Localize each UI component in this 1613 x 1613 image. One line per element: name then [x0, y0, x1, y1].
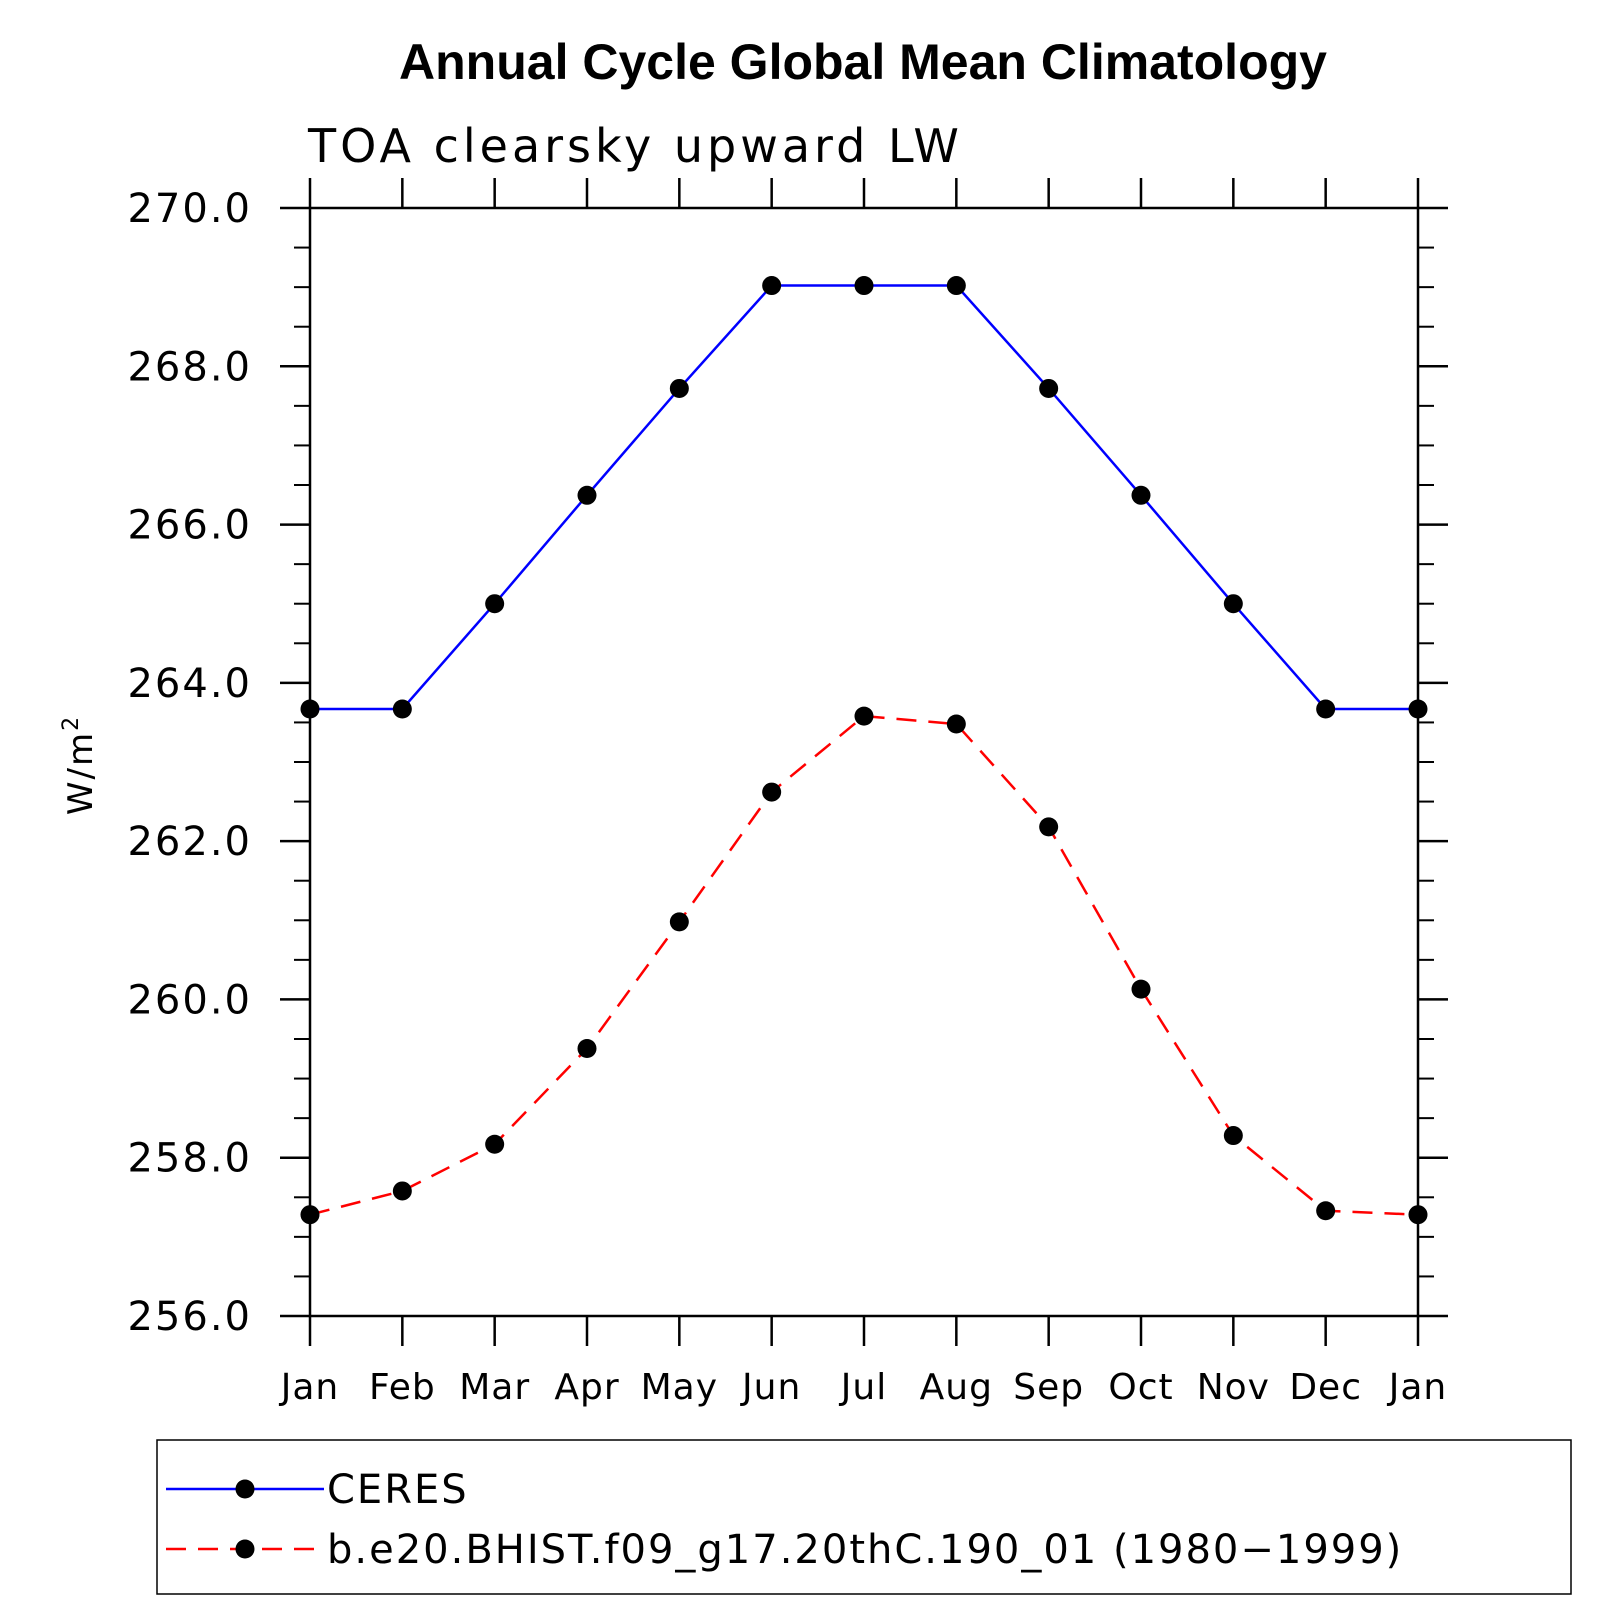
data-point-series-0: [1131, 485, 1151, 505]
data-point-series-1: [1408, 1205, 1428, 1225]
axes: 256.0 258.0 260.0 262.0 264.0 266.0 268.0 270.0…: [127, 178, 1448, 1408]
data-point-series-0: [1223, 594, 1243, 614]
y-tick-label: 268.0: [127, 344, 252, 390]
data-point-series-0: [1316, 699, 1336, 719]
data-point-series-0: [669, 378, 689, 398]
x-tick-label: Nov: [1197, 1367, 1270, 1408]
data-point-series-0: [762, 276, 782, 296]
data-point-series-0: [577, 485, 597, 505]
data-point-series-1: [300, 1205, 320, 1225]
data-point-series-0: [946, 276, 966, 296]
x-tick-label: Feb: [369, 1367, 436, 1408]
x-tick-label: May: [641, 1367, 718, 1408]
data-point-series-1: [1223, 1126, 1243, 1146]
x-tick-label: Sep: [1013, 1367, 1084, 1408]
x-tick-label: Jul: [839, 1367, 887, 1408]
legend-marker-0: [235, 1479, 255, 1499]
y-tick-label: 262.0: [127, 819, 252, 865]
x-tick-label: Jan: [279, 1367, 340, 1408]
y-tick-label: 258.0: [127, 1136, 252, 1182]
chart-subtitle: TOA clearsky upward LW: [307, 119, 963, 173]
data-point-series-1: [1316, 1201, 1336, 1221]
data-point-series-0: [1408, 699, 1428, 719]
data-point-series-1: [1039, 817, 1059, 837]
data-point-series-1: [392, 1181, 412, 1201]
data-point-series-1: [946, 714, 966, 734]
x-tick-label: Apr: [554, 1367, 619, 1408]
data-point-series-1: [669, 912, 689, 932]
y-tick-label: 260.0: [127, 977, 252, 1023]
x-tick-label: Jan: [1387, 1367, 1448, 1408]
y-tick-label: 264.0: [127, 661, 252, 707]
chart-title: Annual Cycle Global Mean Climatology: [399, 34, 1327, 90]
y-axis-label-text: W/m: [61, 731, 101, 815]
y-tick-label: 270.0: [127, 186, 252, 232]
legend-label-1: b.e20.BHIST.f09_g17.20thC.190_01 (1980−1…: [327, 1527, 1403, 1573]
data-point-series-0: [392, 699, 412, 719]
series-line-1: [309, 714, 1419, 1216]
legend-box: [156, 1439, 1572, 1595]
plot-area: [300, 276, 1428, 1225]
series-line-0: [310, 284, 1418, 711]
y-axis-label: W/m2: [59, 715, 101, 815]
data-point-series-0: [854, 276, 874, 296]
svg-text:W/m2: W/m2: [59, 715, 101, 815]
y-tick-label: 266.0: [127, 503, 252, 549]
data-point-series-1: [854, 706, 874, 726]
legend: CERES b.e20.BHIST.f09_g17.20thC.190_01 (1…: [156, 1439, 1572, 1595]
data-point-series-0: [1039, 378, 1059, 398]
x-tick-label: Jun: [740, 1367, 801, 1408]
y-axis-label-superscript: 2: [59, 715, 84, 731]
y-tick-label: 256.0: [127, 1294, 252, 1340]
x-tick-label: Dec: [1289, 1367, 1362, 1408]
x-tick-label: Aug: [920, 1367, 993, 1408]
x-tick-label: Mar: [459, 1367, 530, 1408]
data-point-series-1: [577, 1038, 597, 1058]
x-tick-label: Oct: [1108, 1367, 1173, 1408]
data-point-series-0: [300, 699, 320, 719]
legend-label-0: CERES: [327, 1467, 469, 1513]
data-point-series-1: [485, 1134, 505, 1154]
data-point-series-1: [762, 782, 782, 802]
data-point-series-0: [485, 594, 505, 614]
data-point-series-1: [1131, 979, 1151, 999]
legend-marker-1: [235, 1539, 255, 1559]
